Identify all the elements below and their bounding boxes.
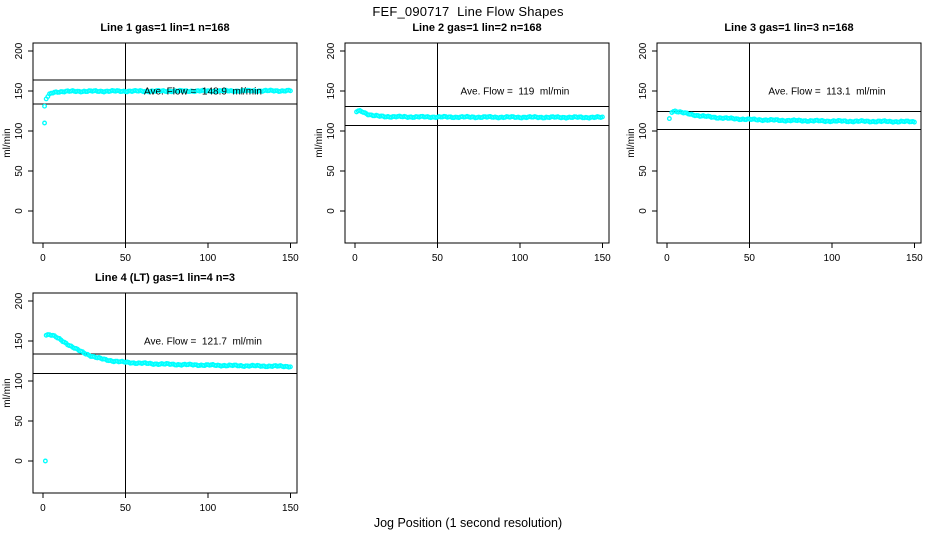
outlier-point — [666, 116, 672, 122]
x-tick-label: 150 — [594, 253, 611, 264]
x-tick-label: 0 — [664, 253, 670, 264]
outlier-point — [42, 458, 48, 464]
panel-title: Line 3 gas=1 lin=3 n=168 — [724, 22, 853, 34]
x-tick-label: 50 — [744, 253, 756, 264]
panel-title: Line 4 (LT) gas=1 lin=4 n=3 — [95, 272, 235, 284]
avg-flow-annotation: Ave. Flow = 148.9 ml/min — [144, 87, 262, 98]
y-axis-unit-label: ml/min — [626, 128, 637, 157]
x-tick-label: 150 — [906, 253, 923, 264]
y-tick-label: 50 — [638, 165, 649, 177]
plot-box — [32, 42, 298, 244]
data-point — [287, 88, 293, 94]
y-tick-label: 100 — [14, 122, 25, 139]
data-point — [911, 119, 917, 125]
y-tick-label: 0 — [638, 208, 649, 214]
y-tick-label: 50 — [326, 165, 337, 177]
y-tick-label: 150 — [326, 82, 337, 99]
y-axis-unit-label: ml/min — [2, 128, 13, 157]
y-tick-label: 0 — [14, 208, 25, 214]
plot-box — [656, 42, 922, 244]
outlier-point — [42, 103, 47, 109]
panel-line-2: Line 2 gas=1 lin=2 n=168 0 50 100 150 0 50 100 1… — [314, 22, 611, 264]
y-tick-label: 200 — [638, 42, 649, 59]
x-tick-label: 150 — [282, 503, 299, 514]
panel-line-4: Line 4 (LT) gas=1 lin=4 n=3 0 50 100 150 0 50 1… — [2, 272, 299, 514]
x-tick-label: 0 — [352, 253, 358, 264]
x-tick-label: 50 — [120, 253, 132, 264]
x-tick-label: 0 — [40, 253, 46, 264]
x-tick-label: 100 — [200, 503, 217, 514]
panel-line-3: Line 3 gas=1 lin=3 n=168 0 50 100 150 0 50 100 1… — [626, 22, 923, 264]
panel-line-1: Line 1 gas=1 lin=1 n=168 0 50 100 150 0 50 100 1… — [2, 22, 299, 264]
plot-box — [344, 42, 610, 244]
avg-flow-annotation: Ave. Flow = 121.7 ml/min — [144, 337, 262, 348]
x-tick-label: 150 — [282, 253, 299, 264]
x-tick-label: 50 — [120, 503, 132, 514]
y-tick-label: 150 — [638, 82, 649, 99]
y-tick-label: 100 — [14, 372, 25, 389]
y-tick-label: 50 — [14, 165, 25, 177]
x-tick-label: 0 — [40, 503, 46, 514]
y-tick-label: 100 — [326, 122, 337, 139]
avg-flow-annotation: Ave. Flow = 113.1 ml/min — [768, 87, 885, 98]
x-tick-label: 50 — [432, 253, 444, 264]
plot-box — [32, 292, 298, 494]
y-tick-label: 200 — [326, 42, 337, 59]
data-point — [599, 114, 605, 120]
avg-flow-annotation: Ave. Flow = 119 ml/min — [461, 87, 570, 98]
panel-title: Line 1 gas=1 lin=1 n=168 — [100, 22, 229, 34]
y-tick-label: 200 — [14, 292, 25, 309]
x-axis-label: Jog Position (1 second resolution) — [373, 516, 563, 530]
x-tick-label: 100 — [824, 253, 841, 264]
outlier-point — [42, 120, 47, 126]
figure-title: FEF_090717 Line Flow Shapes — [372, 4, 564, 19]
data-point — [287, 364, 293, 370]
y-tick-label: 150 — [14, 82, 25, 99]
x-tick-label: 100 — [200, 253, 217, 264]
y-tick-label: 150 — [14, 332, 25, 349]
y-axis-unit-label: ml/min — [2, 378, 13, 407]
y-tick-label: 200 — [14, 42, 25, 59]
y-tick-label: 100 — [638, 122, 649, 139]
y-axis-unit-label: ml/min — [314, 128, 325, 157]
y-tick-label: 50 — [14, 415, 25, 427]
y-tick-label: 0 — [14, 458, 25, 464]
x-tick-label: 100 — [512, 253, 529, 264]
y-tick-label: 0 — [326, 208, 337, 214]
panel-title: Line 2 gas=1 lin=2 n=168 — [412, 22, 541, 34]
